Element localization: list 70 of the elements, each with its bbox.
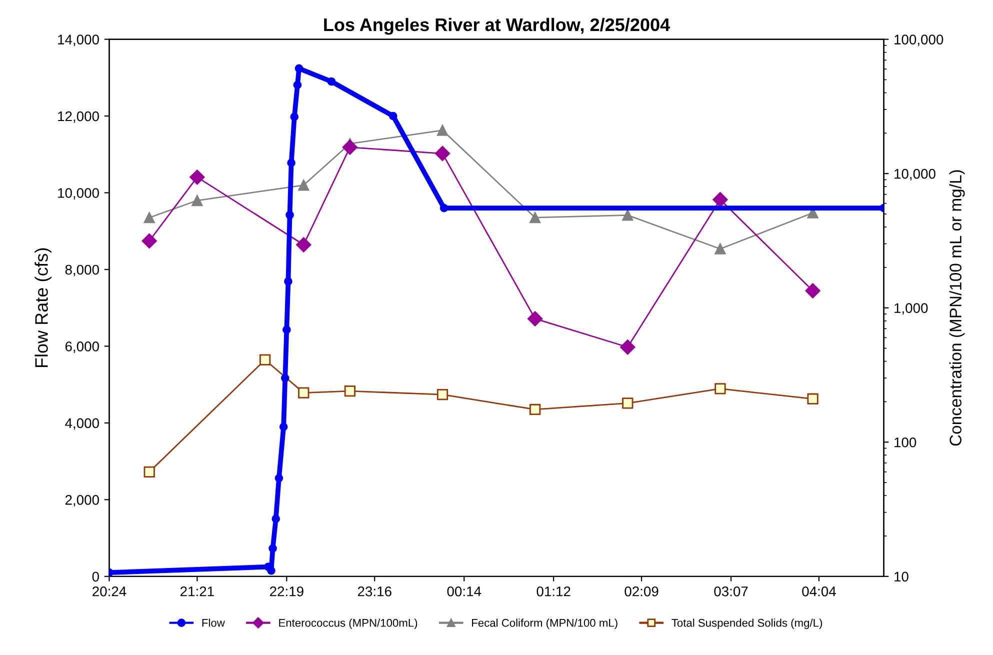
legend-label: Flow — [202, 618, 225, 627]
point — [298, 387, 310, 398]
x-tick-label: 22:19 — [270, 586, 304, 596]
x-tick-label: 21:21 — [180, 586, 214, 596]
point — [272, 514, 280, 524]
point — [142, 233, 157, 249]
y-tick-label: 0 — [92, 572, 99, 582]
y-tick-label: 10,000 — [58, 188, 99, 200]
point — [530, 212, 541, 224]
y2-tick-label: 100,000 — [894, 34, 944, 46]
point — [287, 158, 296, 167]
y2-tick-label: 100 — [894, 437, 916, 448]
point — [284, 277, 292, 286]
x-tick-label: 02:09 — [624, 586, 658, 596]
y2-tick-label: 10,000 — [894, 168, 936, 180]
point — [279, 422, 288, 431]
y-tick-label: 8,000 — [65, 264, 99, 276]
point — [298, 180, 310, 191]
y-axis-title: Flow Rate (cfs) — [34, 248, 52, 368]
y-tick-label: 2,000 — [65, 495, 99, 506]
x-tick-label: 04:04 — [802, 586, 836, 596]
point — [286, 210, 294, 220]
point — [260, 354, 271, 366]
point — [436, 389, 448, 400]
point — [342, 140, 358, 155]
legend-label: Total Suspended Solids (mg/L) — [672, 618, 822, 629]
point — [296, 237, 312, 252]
legend-label: Fecal Coliform (MPN/100 mL) — [472, 618, 618, 629]
y-tick-label: 12,000 — [58, 111, 99, 123]
point — [294, 64, 304, 73]
point — [144, 212, 155, 224]
point — [267, 566, 276, 575]
point — [805, 283, 820, 298]
point — [530, 404, 541, 416]
y2-tick-label: 10 — [894, 572, 908, 582]
chart-title: Los Angeles River at Wardlow, 2/25/2004 — [324, 18, 670, 35]
point — [440, 204, 448, 212]
x-tick-label: 03:07 — [714, 586, 748, 596]
point — [528, 311, 543, 326]
y2-tick-label: 1,000 — [894, 303, 928, 315]
point — [434, 146, 450, 162]
point — [192, 194, 203, 206]
point — [274, 474, 284, 482]
x-tick-label: 01:12 — [536, 586, 570, 596]
point — [282, 326, 291, 334]
point — [293, 80, 302, 90]
point — [714, 383, 726, 394]
x-tick-label: 20:24 — [92, 586, 126, 596]
point — [344, 386, 356, 397]
point — [712, 192, 728, 208]
x-tick-label: 23:16 — [358, 586, 392, 596]
y-tick-label: 14,000 — [58, 34, 99, 46]
point — [290, 112, 299, 121]
x-tick-label: 00:14 — [447, 586, 482, 596]
legend-label: Enterococcus (MPN/100mL) — [279, 618, 418, 629]
point — [714, 243, 726, 254]
y-tick-label: 6,000 — [65, 342, 99, 354]
point — [388, 112, 398, 120]
point — [436, 124, 448, 136]
point — [190, 170, 205, 185]
point — [144, 466, 155, 478]
y-tick-label: 4,000 — [65, 418, 99, 430]
point — [268, 544, 277, 553]
point — [622, 210, 634, 221]
point — [807, 393, 818, 404]
y2-axis-title: Concentration (MPN/100 mL or mg/L) — [949, 170, 965, 446]
point — [327, 77, 336, 86]
point — [280, 374, 290, 382]
point — [620, 340, 636, 355]
point — [622, 398, 634, 409]
